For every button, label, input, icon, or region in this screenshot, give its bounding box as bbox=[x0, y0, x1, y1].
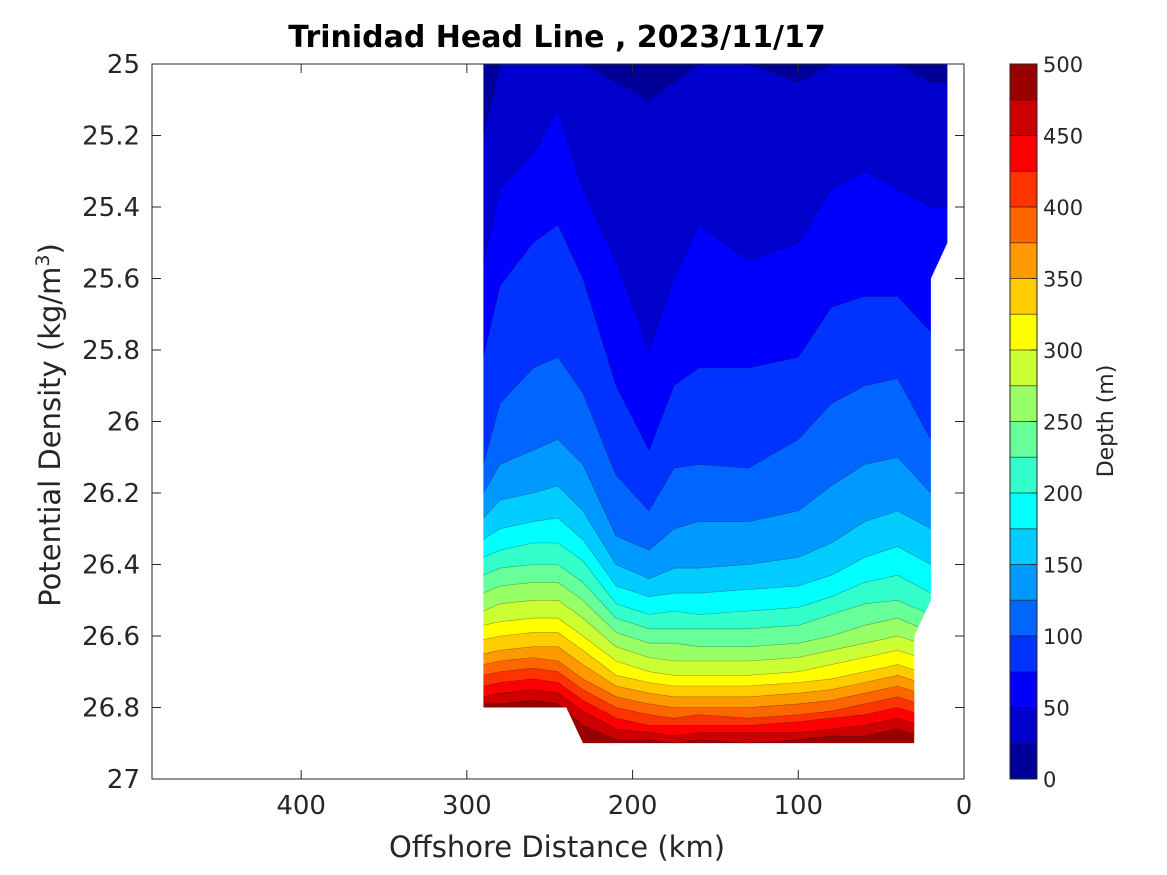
x-axis: 400 300 200 100 0 bbox=[276, 64, 972, 821]
y-axis-label: Potential Density (kg/m3) bbox=[32, 243, 67, 607]
x-tick-label: 200 bbox=[608, 791, 658, 821]
colorbar-segment bbox=[1010, 314, 1037, 350]
colorbar-tick-label: 450 bbox=[1043, 125, 1083, 149]
x-tick-label: 100 bbox=[773, 791, 823, 821]
y-tick-label: 26.2 bbox=[82, 479, 140, 509]
y-tick-label: 25.4 bbox=[82, 193, 140, 223]
colorbar-tick-label: 250 bbox=[1043, 411, 1083, 435]
colorbar: 0 50 100 150 200 250 300 350 400 450 500 bbox=[1009, 53, 1083, 792]
y-tick-label: 26.4 bbox=[82, 551, 140, 581]
colorbar-segment bbox=[1010, 707, 1037, 744]
colorbar-segment bbox=[1010, 421, 1037, 458]
chart-title: Trinidad Head Line , 2023/11/17 bbox=[288, 20, 825, 55]
y-tick-label: 25.8 bbox=[82, 336, 140, 366]
colorbar-tick-label: 0 bbox=[1043, 768, 1056, 792]
y-tick-label: 26.8 bbox=[82, 694, 140, 724]
colorbar-segment bbox=[1010, 99, 1037, 136]
colorbar-segment bbox=[1010, 671, 1037, 708]
y-tick-label: 26.6 bbox=[82, 622, 140, 652]
colorbar-segment bbox=[1010, 278, 1037, 315]
colorbar-tick-label: 400 bbox=[1043, 196, 1083, 220]
colorbar-tick-label: 50 bbox=[1043, 697, 1070, 721]
colorbar-segment bbox=[1010, 457, 1037, 493]
colorbar-segment bbox=[1010, 135, 1037, 172]
contour-fill-layer bbox=[152, 64, 964, 779]
y-tick-label: 27 bbox=[107, 765, 140, 795]
y-axis-label-tail: ) bbox=[33, 243, 67, 254]
colorbar-segment bbox=[1010, 493, 1037, 529]
y-tick-label: 26 bbox=[107, 408, 140, 438]
colorbar-segment bbox=[1010, 64, 1037, 100]
x-tick-label: 400 bbox=[276, 791, 326, 821]
x-tick-label: 0 bbox=[956, 791, 973, 821]
colorbar-segment bbox=[1010, 350, 1037, 386]
y-tick-label: 25.6 bbox=[82, 265, 140, 295]
colorbar-tick-label: 500 bbox=[1043, 53, 1083, 77]
no-data-mask bbox=[152, 64, 964, 779]
colorbar-tick-label: 300 bbox=[1043, 339, 1083, 363]
colorbar-tick-label: 150 bbox=[1043, 554, 1083, 578]
colorbar-segment bbox=[1010, 564, 1037, 601]
colorbar-segment bbox=[1010, 242, 1037, 279]
y-tick-label: 25.2 bbox=[82, 122, 140, 152]
colorbar-tick-label: 200 bbox=[1043, 482, 1083, 506]
colorbar-segment bbox=[1010, 528, 1037, 565]
colorbar-label: Depth (m) bbox=[1094, 365, 1119, 478]
colorbar-tick-label: 350 bbox=[1043, 268, 1083, 292]
y-axis: 25 25.2 25.4 25.6 25.8 26 26.2 26.4 26.6 26.8 27 bbox=[82, 50, 964, 795]
y-axis-label-main: Potential Density (kg/m bbox=[33, 267, 67, 607]
colorbar-segment bbox=[1010, 600, 1037, 636]
contour-band-50m bbox=[400, 64, 964, 351]
colorbar-segment bbox=[1010, 636, 1037, 672]
y-axis-label-superscript: 3 bbox=[32, 254, 54, 266]
x-tick-label: 300 bbox=[442, 791, 492, 821]
colorbar-segment bbox=[1010, 743, 1037, 779]
colorbar-segment bbox=[1010, 207, 1037, 243]
y-tick-label: 25 bbox=[107, 50, 140, 80]
colorbar-segment bbox=[1010, 385, 1037, 422]
colorbar-tick-label: 100 bbox=[1043, 625, 1083, 649]
colorbar-segment bbox=[1010, 171, 1037, 207]
x-axis-label: Offshore Distance (km) bbox=[389, 830, 725, 864]
